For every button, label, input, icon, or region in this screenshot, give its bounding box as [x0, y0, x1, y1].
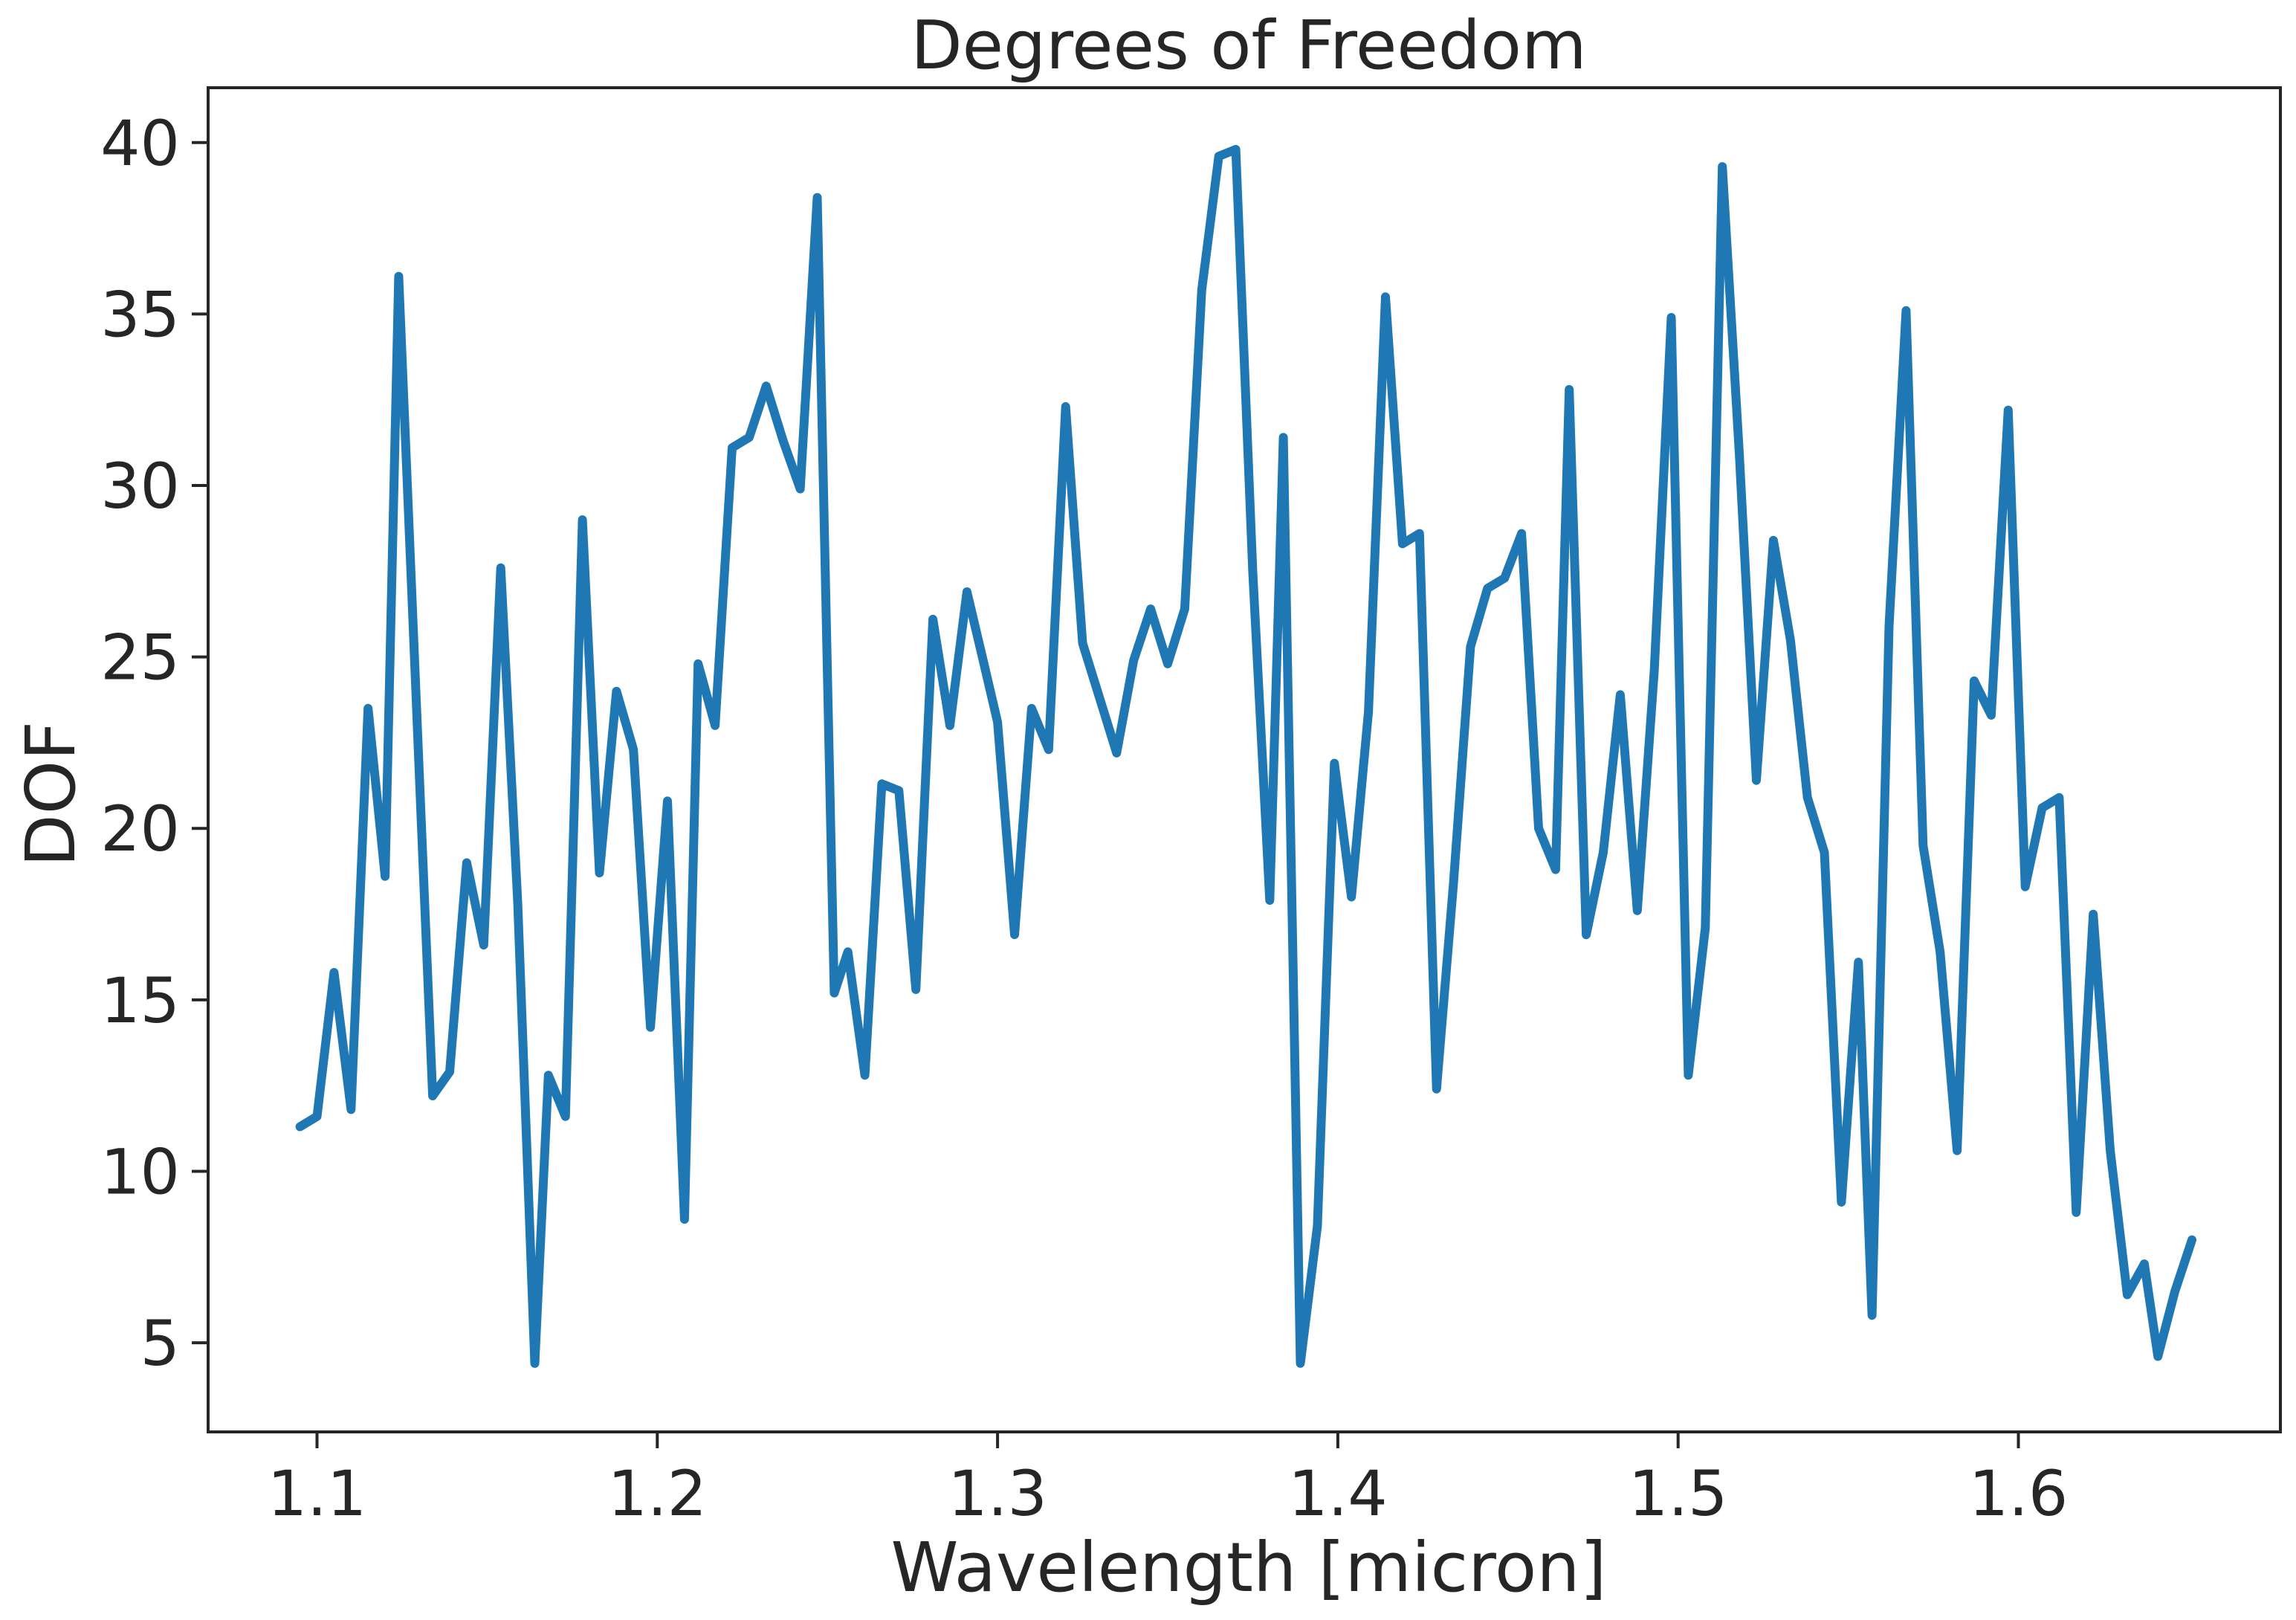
- x-tick-label: 1.4: [1288, 1457, 1388, 1530]
- y-axis-label: DOF: [11, 721, 91, 867]
- y-tick-label: 35: [100, 278, 180, 351]
- y-tick-label: 30: [100, 450, 180, 523]
- plot-frame: [207, 86, 2282, 1433]
- axes: 1.1 1.2 1.3 1.4 1.5 1.6 5 10 15 20 25 30 35 40: [100, 86, 2282, 1530]
- chart-title: Degrees of Freedom: [911, 7, 1586, 85]
- y-tick-label: 15: [100, 964, 180, 1037]
- y-tick-label: 5: [140, 1307, 180, 1380]
- plot-area: [295, 145, 2196, 1368]
- x-tick-label: 1.2: [607, 1457, 707, 1530]
- x-tick-label: 1.6: [1969, 1457, 2069, 1530]
- y-tick-label: 10: [100, 1135, 180, 1208]
- x-tick-label: 1.3: [948, 1457, 1047, 1530]
- x-tick-label: 1.5: [1629, 1457, 1728, 1530]
- y-tick-label: 20: [100, 793, 180, 865]
- x-tick-label: 1.1: [268, 1457, 367, 1530]
- y-tick-label: 25: [100, 622, 180, 694]
- series-line-1: [295, 145, 2196, 1368]
- x-axis-label: Wavelength [micron]: [891, 1528, 1607, 1607]
- y-tick-label: 40: [100, 107, 180, 180]
